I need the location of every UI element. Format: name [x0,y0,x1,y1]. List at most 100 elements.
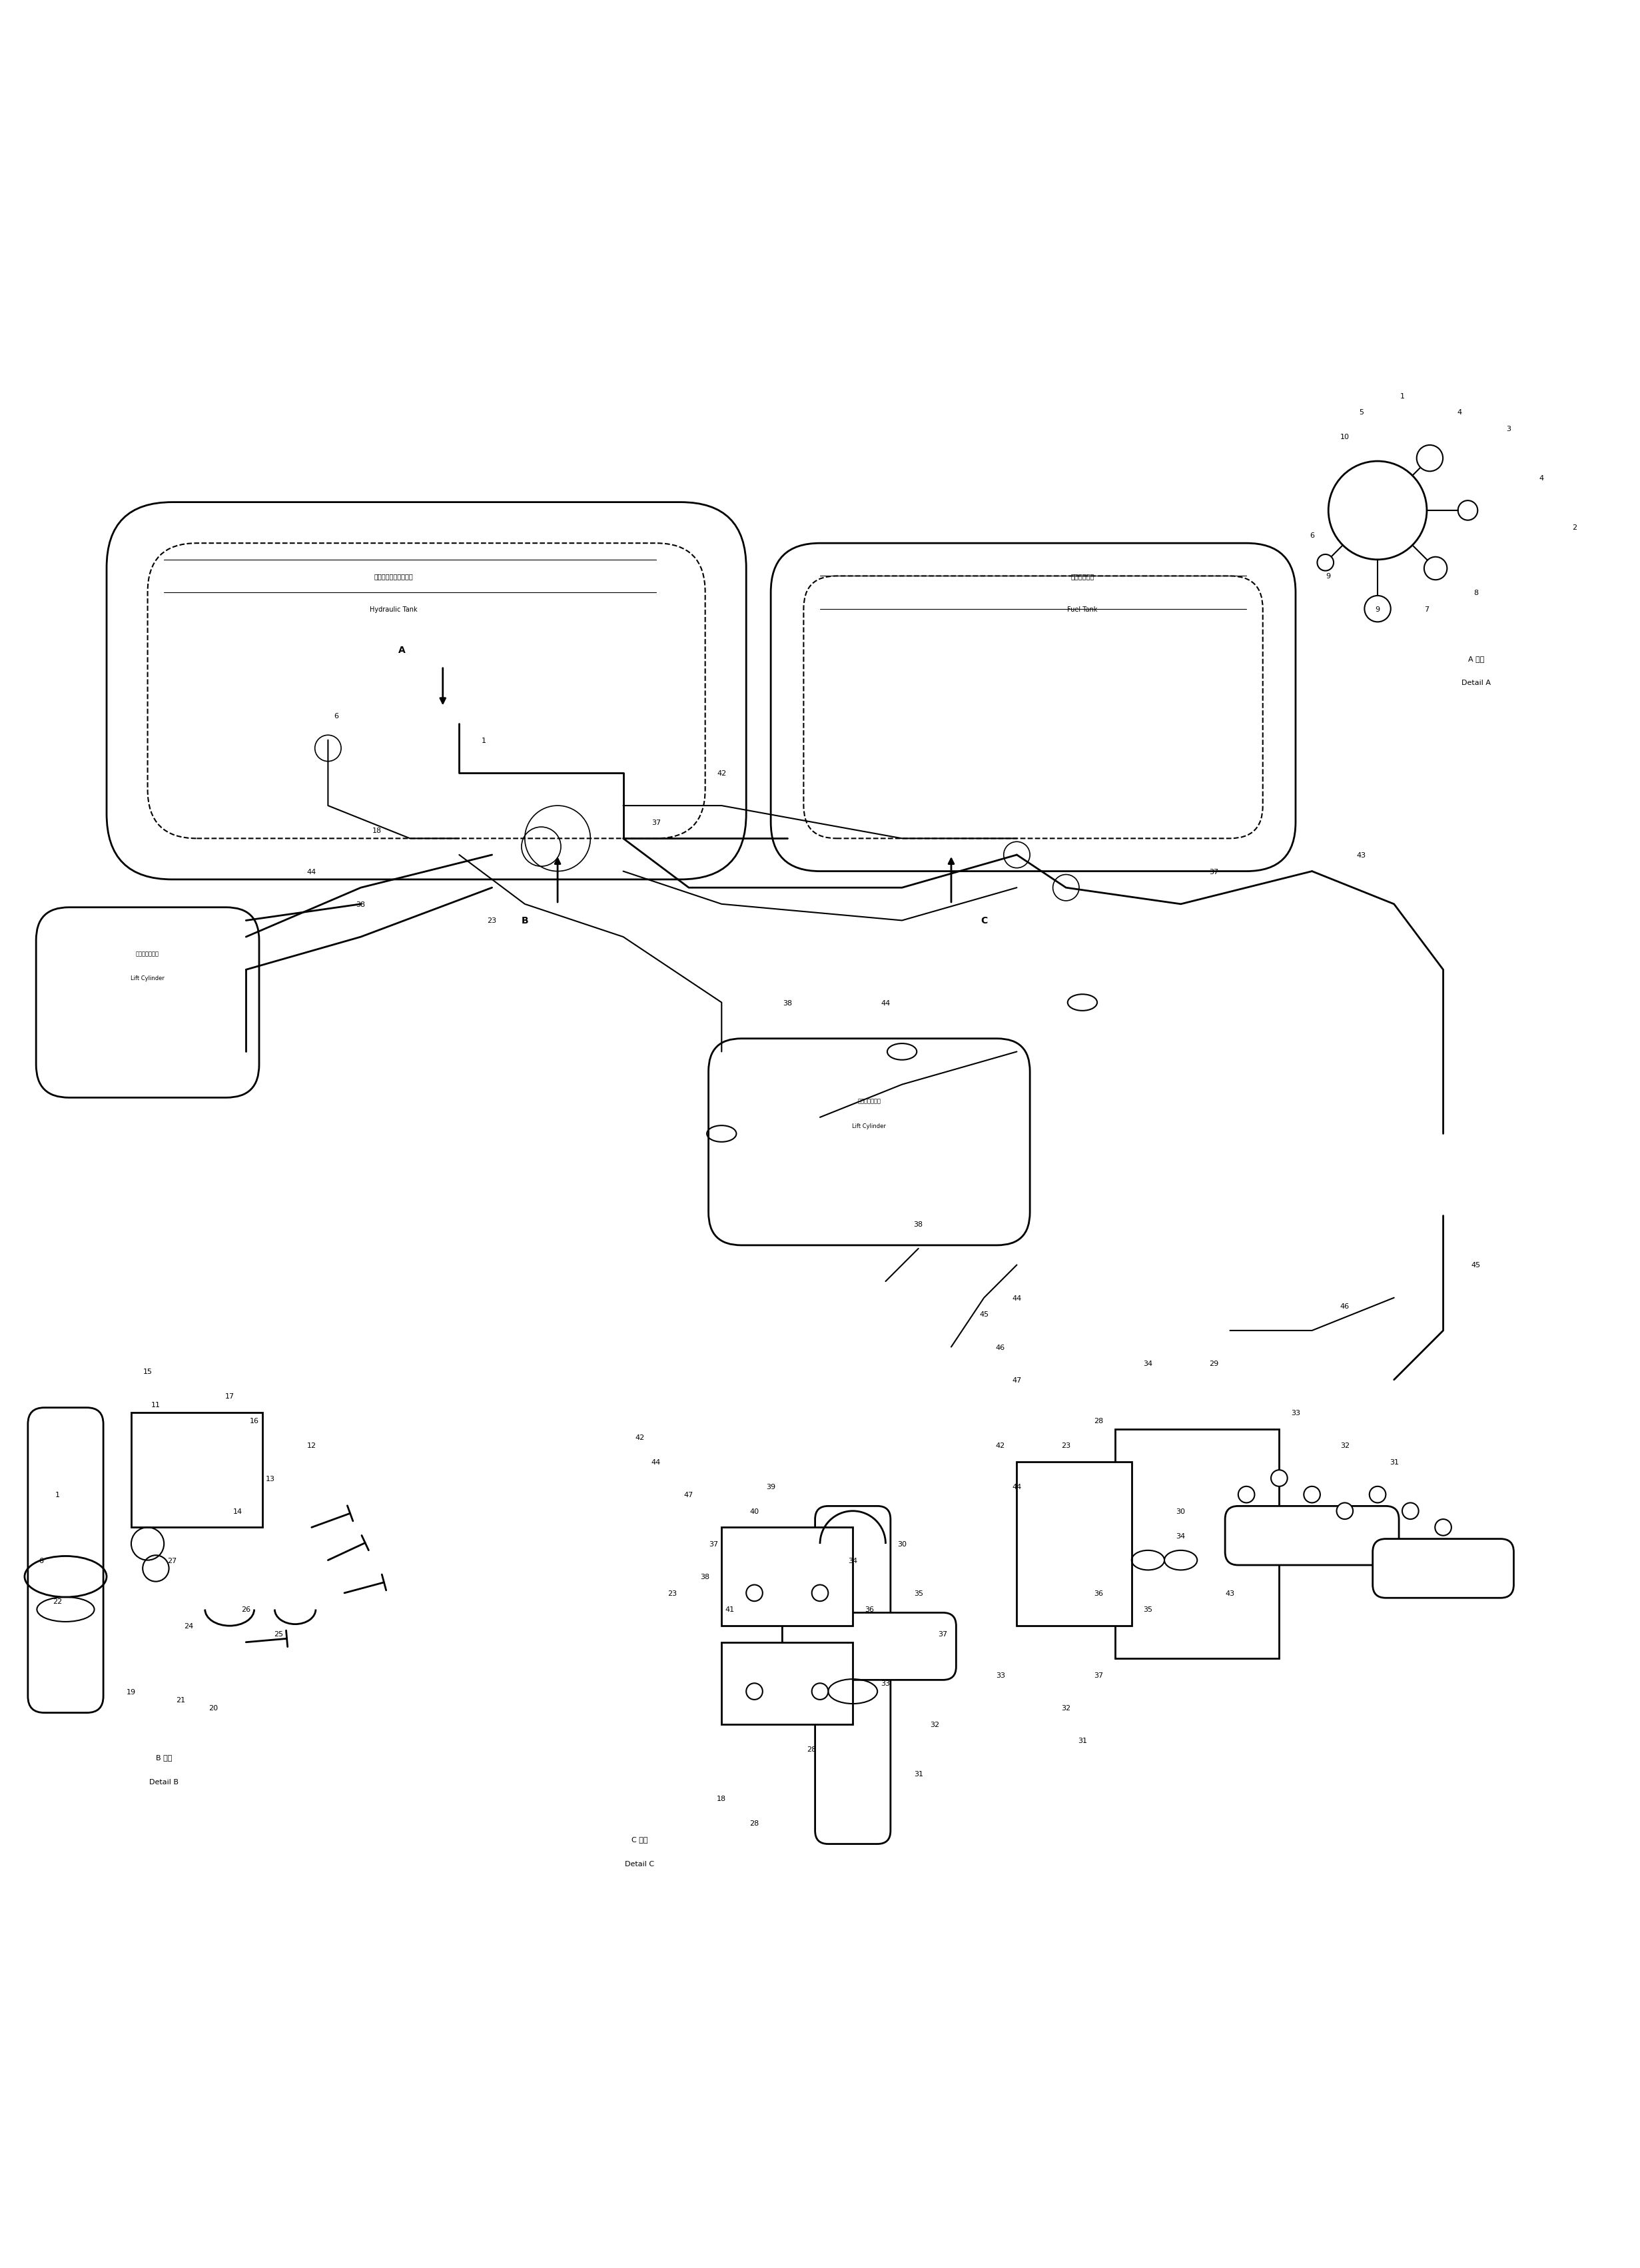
Text: 31: 31 [913,1771,923,1776]
Text: フエルタンク: フエルタンク [1071,574,1094,581]
FancyBboxPatch shape [1225,1506,1399,1565]
Text: 12: 12 [307,1442,317,1449]
Text: 9: 9 [1376,606,1379,612]
Text: 30: 30 [1176,1508,1186,1515]
Circle shape [1304,1486,1320,1504]
Bar [1017,1463,1132,1626]
Text: 13: 13 [266,1474,276,1481]
Text: 35: 35 [1143,1606,1153,1613]
Text: A: A [399,646,405,655]
Text: 18: 18 [372,828,382,835]
Text: 39: 39 [766,1483,776,1490]
Text: 17: 17 [225,1393,235,1399]
Text: 35: 35 [913,1590,923,1597]
FancyBboxPatch shape [782,1613,956,1681]
Circle shape [812,1585,828,1601]
FancyBboxPatch shape [36,907,259,1098]
Text: 36: 36 [1094,1590,1104,1597]
Bar [722,1642,853,1724]
Text: 42: 42 [635,1433,645,1440]
Text: 44: 44 [1012,1295,1022,1302]
Text: 44: 44 [307,869,317,875]
Text: 42: 42 [717,769,727,776]
Text: 38: 38 [913,1220,923,1227]
Text: 29: 29 [1209,1361,1219,1368]
Text: C: C [981,916,987,925]
Text: 16: 16 [249,1418,259,1424]
FancyBboxPatch shape [107,503,746,880]
Text: 25: 25 [274,1631,284,1637]
Circle shape [1369,1486,1386,1504]
Circle shape [1238,1486,1255,1504]
Text: A 詳細: A 詳細 [1468,655,1484,662]
Text: 44: 44 [1012,1483,1022,1490]
Text: Detail A: Detail A [1461,680,1491,687]
Circle shape [1402,1504,1419,1520]
FancyBboxPatch shape [1373,1540,1514,1599]
Text: 15: 15 [143,1368,153,1374]
Text: 47: 47 [684,1492,694,1499]
Text: 21: 21 [175,1696,185,1703]
Text: 43: 43 [1356,853,1366,860]
Text: 24: 24 [184,1622,194,1628]
Text: 28: 28 [749,1819,759,1826]
Text: 10: 10 [1340,433,1350,440]
Circle shape [746,1585,763,1601]
Text: 28: 28 [807,1746,817,1753]
Text: 6: 6 [335,712,338,719]
Text: 8: 8 [1474,590,1478,596]
Text: Hydraulic Tank: Hydraulic Tank [369,606,418,612]
Text: 28: 28 [1094,1418,1104,1424]
Text: 37: 37 [651,819,661,826]
Text: リフトジリンダ: リフトジリンダ [858,1098,881,1105]
Text: 4: 4 [1458,408,1461,415]
Text: 23: 23 [667,1590,677,1597]
Text: 30: 30 [897,1540,907,1547]
Circle shape [1435,1520,1451,1535]
Text: 36: 36 [864,1606,874,1613]
Text: 14: 14 [233,1508,243,1515]
FancyBboxPatch shape [815,1506,891,1844]
Text: 33: 33 [995,1672,1005,1678]
Text: 1: 1 [482,737,485,744]
Text: 5: 5 [1360,408,1363,415]
Text: 41: 41 [725,1606,735,1613]
Text: 26: 26 [241,1606,251,1613]
Text: 3: 3 [1507,426,1510,433]
Text: 44: 44 [651,1458,661,1465]
Text: 33: 33 [881,1681,891,1687]
Bar [1115,1429,1279,1658]
Text: 1: 1 [1401,392,1404,399]
Text: 22: 22 [52,1599,62,1606]
Text: Lift Cylinder: Lift Cylinder [853,1123,886,1129]
Text: 42: 42 [995,1442,1005,1449]
Text: B: B [522,916,528,925]
Text: B 詳細: B 詳細 [156,1753,172,1760]
FancyBboxPatch shape [28,1408,103,1712]
Text: 32: 32 [1340,1442,1350,1449]
Text: 33: 33 [1291,1408,1301,1415]
FancyBboxPatch shape [771,544,1296,871]
Circle shape [746,1683,763,1699]
Text: 19: 19 [126,1687,136,1694]
Text: ハイドロリックタンク: ハイドロリックタンク [374,574,413,581]
Text: Detail B: Detail B [149,1778,179,1785]
Text: 45: 45 [979,1311,989,1318]
Text: 32: 32 [930,1721,940,1728]
Text: 6: 6 [1310,533,1314,540]
FancyBboxPatch shape [708,1039,1030,1245]
Text: 31: 31 [1077,1737,1087,1744]
Text: 18: 18 [717,1794,727,1801]
Text: 40: 40 [749,1508,759,1515]
Text: 43: 43 [1225,1590,1235,1597]
Text: 34: 34 [848,1558,858,1563]
Text: C 詳細: C 詳細 [631,1835,648,1842]
Text: 11: 11 [151,1402,161,1408]
Text: 46: 46 [1340,1302,1350,1309]
Bar [131,1413,262,1529]
Text: 2: 2 [1573,524,1576,531]
Text: 7: 7 [1425,606,1428,612]
Bar [722,1529,853,1626]
Text: 27: 27 [167,1558,177,1563]
Text: 46: 46 [995,1345,1005,1349]
